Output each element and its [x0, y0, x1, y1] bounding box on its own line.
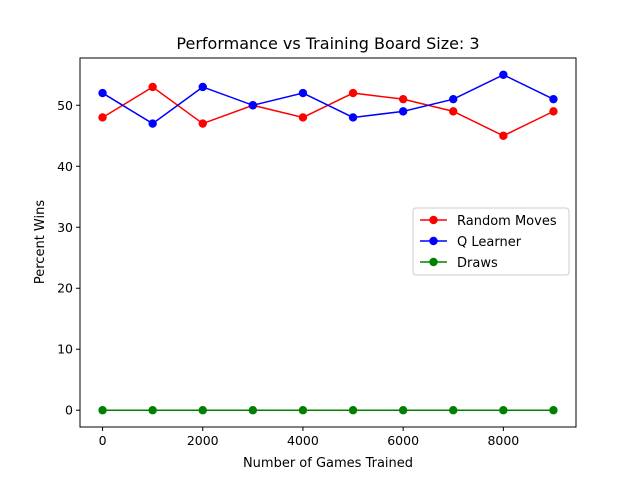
data-point-1-0	[98, 88, 107, 98]
legend-label-2: Draws	[457, 256, 498, 271]
data-point-2-7	[449, 406, 458, 415]
data-point-0-9	[549, 107, 558, 116]
data-point-2-9	[549, 406, 558, 415]
data-point-2-2	[198, 406, 207, 415]
y-tick-label: 0	[65, 403, 73, 418]
legend-marker-2	[429, 257, 438, 267]
y-tick-label: 30	[57, 220, 73, 235]
data-point-2-8	[499, 406, 508, 415]
data-point-1-6	[398, 107, 408, 116]
data-point-1-9	[549, 94, 558, 104]
x-tick-label: 6000	[387, 433, 419, 448]
data-point-0-7	[449, 107, 458, 116]
data-point-1-3	[248, 101, 258, 110]
data-point-1-1	[148, 119, 157, 128]
data-point-1-4	[298, 88, 308, 98]
data-point-1-7	[449, 94, 458, 104]
data-point-2-6	[398, 406, 408, 415]
y-axis-label: Percent Wins	[33, 200, 48, 284]
y-tick-label: 50	[57, 98, 73, 113]
data-point-0-2	[198, 119, 207, 128]
series-line-1	[102, 73, 554, 125]
x-tick-label: 4000	[287, 433, 319, 448]
data-point-0-4	[298, 113, 308, 122]
legend: Random Moves Q Learner Draws	[412, 207, 570, 276]
x-tick-label: 8000	[487, 433, 519, 448]
y-tick-label: 10	[57, 342, 73, 357]
data-point-2-0	[98, 406, 107, 415]
data-point-0-8	[499, 131, 508, 140]
legend-box	[412, 207, 570, 276]
x-tick-label: 0	[99, 433, 107, 448]
data-point-2-1	[148, 406, 157, 415]
legend-label-1: Q Learner	[457, 235, 522, 250]
data-point-0-5	[348, 88, 358, 98]
plot-frame	[79, 57, 577, 428]
y-tick-label: 20	[57, 281, 73, 296]
data-point-2-4	[298, 406, 308, 415]
data-point-0-0	[98, 113, 107, 122]
data-point-0-1	[148, 82, 157, 92]
x-axis-label: Number of Games Trained	[243, 456, 413, 471]
legend-marker-1	[429, 236, 438, 246]
data-point-1-5	[348, 113, 358, 122]
data-point-1-2	[198, 82, 207, 92]
data-point-2-3	[248, 406, 258, 415]
legend-marker-0	[429, 215, 438, 225]
legend-label-0: Random Moves	[457, 214, 557, 229]
data-point-1-8	[499, 70, 508, 79]
y-tick-label: 40	[57, 159, 73, 174]
data-point-2-5	[348, 406, 358, 415]
x-tick-label: 2000	[187, 433, 219, 448]
data-point-0-6	[398, 94, 408, 104]
chart-title: Performance vs Training Board Size: 3	[176, 34, 479, 53]
